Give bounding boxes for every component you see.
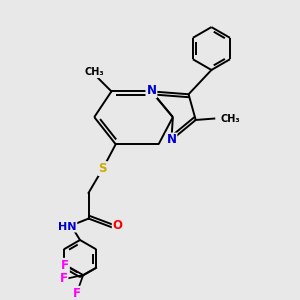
- Text: F: F: [59, 272, 68, 285]
- Text: F: F: [61, 259, 69, 272]
- Text: N: N: [146, 84, 156, 97]
- Text: S: S: [99, 162, 107, 175]
- Text: HN: HN: [58, 222, 76, 232]
- Text: O: O: [113, 219, 123, 232]
- Text: N: N: [167, 134, 176, 146]
- Text: CH₃: CH₃: [85, 67, 104, 77]
- Text: F: F: [73, 287, 81, 300]
- Text: CH₃: CH₃: [220, 113, 240, 124]
